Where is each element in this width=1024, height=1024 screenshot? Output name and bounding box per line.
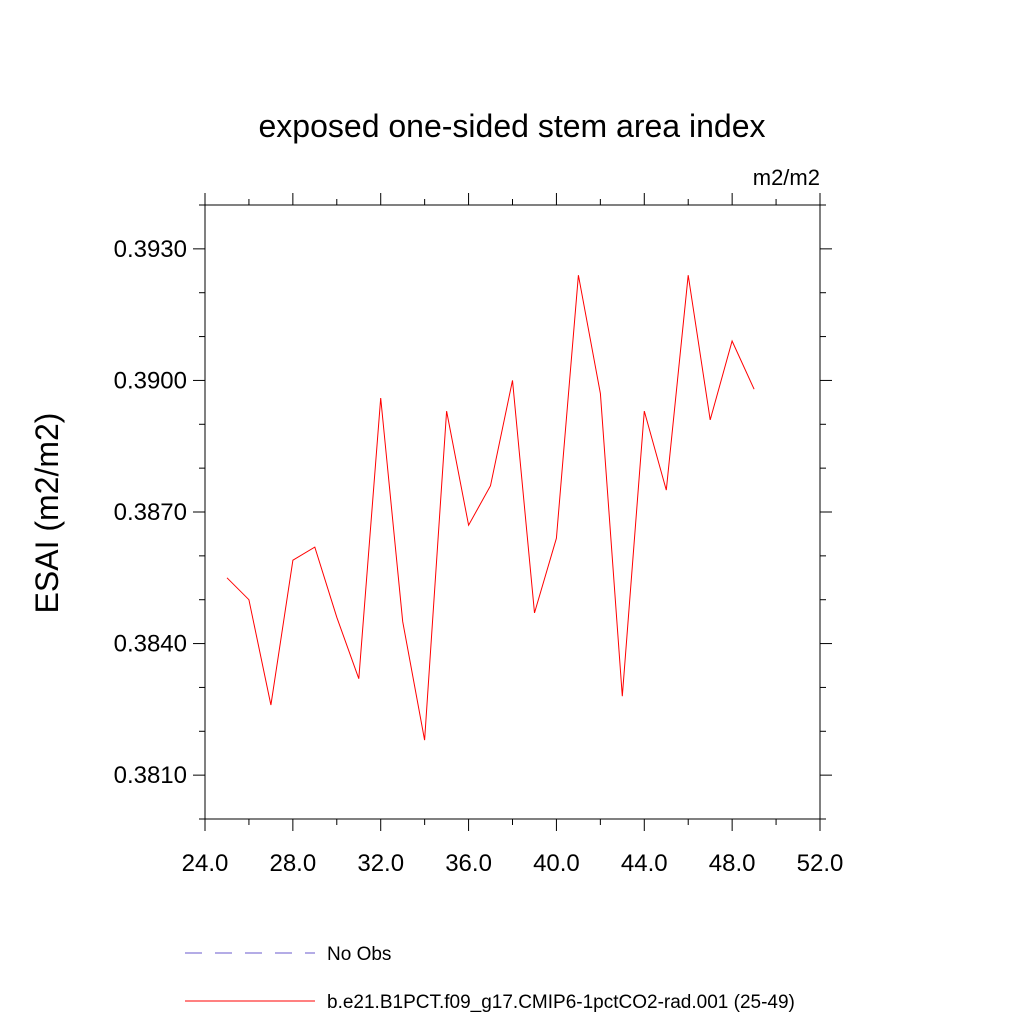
data-point [335, 616, 338, 619]
data-point [313, 546, 316, 549]
x-tick-label: 44.0 [621, 850, 668, 877]
data-point [423, 739, 426, 742]
data-point [555, 537, 558, 540]
x-tick-label: 32.0 [357, 850, 404, 877]
data-point [709, 418, 712, 421]
data-point [577, 274, 580, 277]
x-tick-label: 52.0 [797, 850, 844, 877]
x-tick-label: 28.0 [269, 850, 316, 877]
y-tick-label: 0.3870 [114, 499, 187, 526]
data-point [731, 339, 734, 342]
y-tick-label: 0.3840 [114, 631, 187, 658]
x-tick-label: 40.0 [533, 850, 580, 877]
series-line [226, 275, 755, 741]
data-point [599, 392, 602, 395]
y-axis-label: ESAI (m2/m2) [29, 413, 65, 614]
data-point [533, 611, 536, 614]
chart-title: exposed one-sided stem area index [259, 108, 766, 144]
data-point [379, 396, 382, 399]
data-point [753, 388, 756, 391]
x-tick-label: 36.0 [445, 850, 492, 877]
data-point [467, 524, 470, 527]
y-tick-label: 0.3810 [114, 762, 187, 789]
data-point [687, 274, 690, 277]
plot-area: 24.0 28.0 32.0 36.0 40.0 44.0 48.0 52.0 0.3810 0.… [114, 193, 844, 877]
x-tick-label: 48.0 [709, 850, 756, 877]
data-point [291, 559, 294, 562]
data-point [665, 489, 668, 492]
data-point [445, 410, 448, 413]
legend: No Obs b.e21.B1PCT.f09_g17.CMIP6-1pctCO2… [185, 944, 795, 1013]
data-point [401, 620, 404, 623]
y-tick-label: 0.3900 [114, 367, 187, 394]
data-point [511, 379, 514, 382]
plot-frame [204, 204, 821, 820]
data-point [357, 677, 360, 680]
data-point [621, 695, 624, 698]
y-tick-label: 0.3930 [114, 236, 187, 263]
data-point [247, 598, 250, 601]
legend-label-model: b.e21.B1PCT.f09_g17.CMIP6-1pctCO2-rad.00… [327, 992, 795, 1013]
data-point [269, 703, 272, 706]
data-point [489, 484, 492, 487]
legend-label-no-obs: No Obs [327, 944, 391, 965]
data-point [643, 410, 646, 413]
units-label: m2/m2 [753, 165, 820, 190]
x-tick-label: 24.0 [182, 850, 229, 877]
data-point [225, 576, 228, 579]
